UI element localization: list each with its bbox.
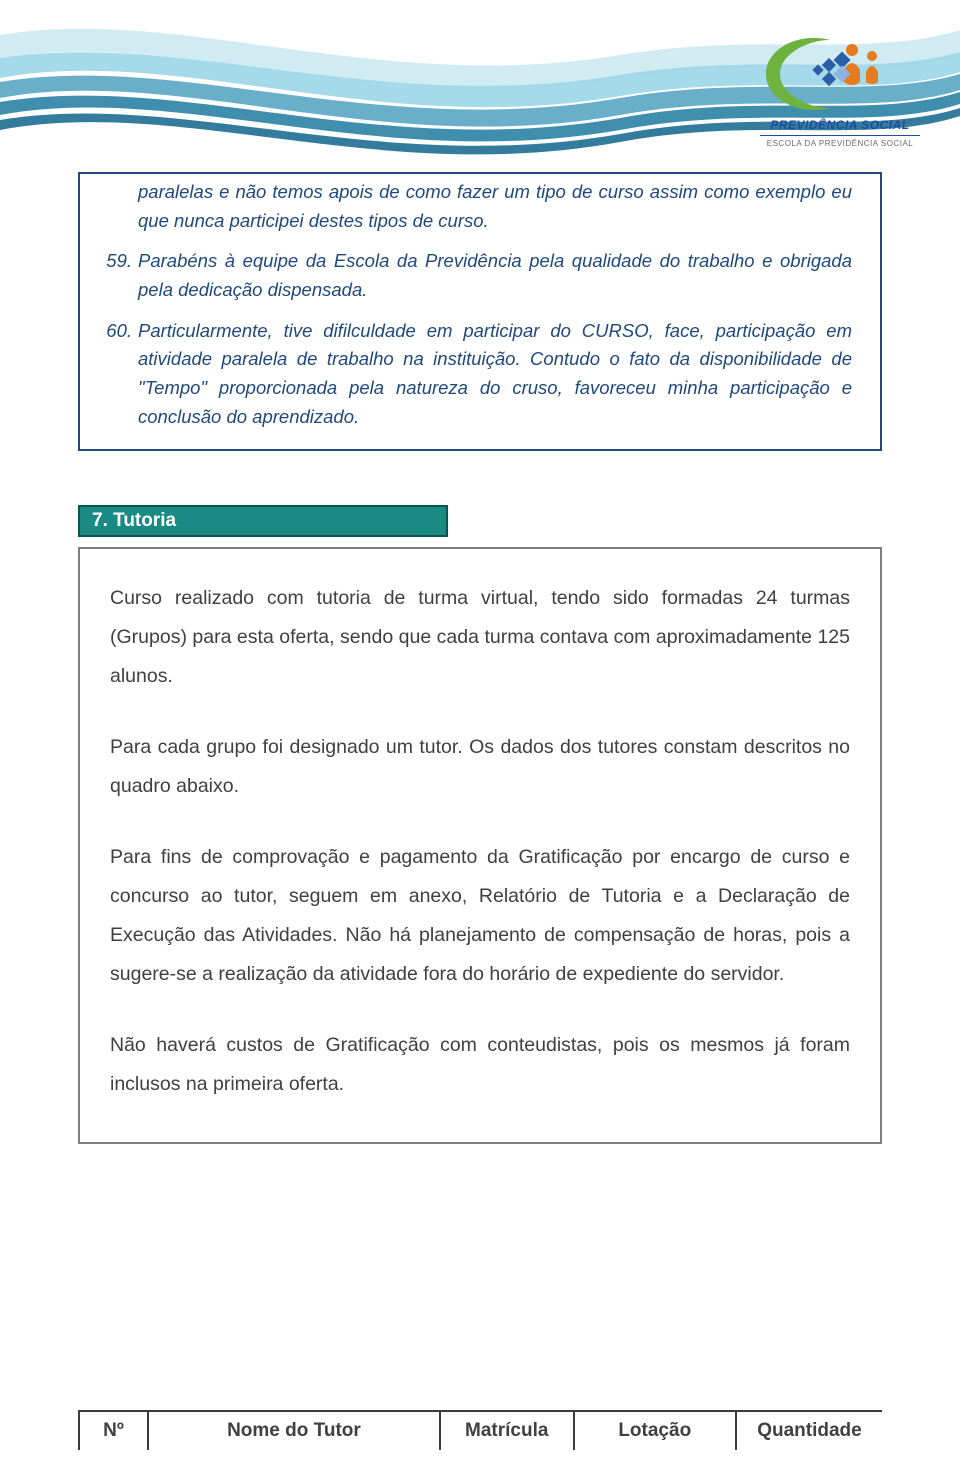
section-header-bar: 7. Tutoria bbox=[78, 505, 448, 537]
th-matricula: Matrícula bbox=[441, 1412, 575, 1450]
section-title: 7. Tutoria bbox=[92, 510, 176, 532]
th-nome: Nome do Tutor bbox=[149, 1412, 441, 1450]
th-quantidade: Quantidade bbox=[737, 1412, 882, 1450]
th-lotacao: Lotação bbox=[575, 1412, 737, 1450]
section-paragraph: Não haverá custos de Gratificação com co… bbox=[110, 1026, 850, 1104]
logo-title: PREVIDÊNCIA SOCIAL bbox=[770, 118, 909, 132]
comment-number: 59. bbox=[98, 247, 138, 304]
comment-text: Parabéns à equipe da Escola da Previdênc… bbox=[138, 247, 852, 304]
section-paragraph: Curso realizado com tutoria de turma vir… bbox=[110, 579, 850, 696]
section-paragraph: Para cada grupo foi designado um tutor. … bbox=[110, 728, 850, 806]
comments-box: paralelas e não temos apois de como faze… bbox=[78, 172, 882, 451]
comment-text: Particularmente, tive difilculdade em pa… bbox=[138, 317, 852, 432]
comment-item: 60. Particularmente, tive difilculdade e… bbox=[98, 317, 852, 432]
th-numero: Nº bbox=[78, 1412, 149, 1450]
section-paragraph: Para fins de comprovação e pagamento da … bbox=[110, 838, 850, 994]
comment-continuation: paralelas e não temos apois de como faze… bbox=[98, 178, 852, 235]
section-content-box: Curso realizado com tutoria de turma vir… bbox=[78, 547, 882, 1144]
previdencia-logo: PREVIDÊNCIA SOCIAL ESCOLA DA PREVIDÊNCIA… bbox=[760, 30, 920, 148]
comment-item: 59. Parabéns à equipe da Escola da Previ… bbox=[98, 247, 852, 304]
tutor-table-header: Nº Nome do Tutor Matrícula Lotação Quant… bbox=[78, 1410, 882, 1450]
logo-subtitle: ESCOLA DA PREVIDÊNCIA SOCIAL bbox=[767, 139, 914, 148]
comment-number: 60. bbox=[98, 317, 138, 432]
